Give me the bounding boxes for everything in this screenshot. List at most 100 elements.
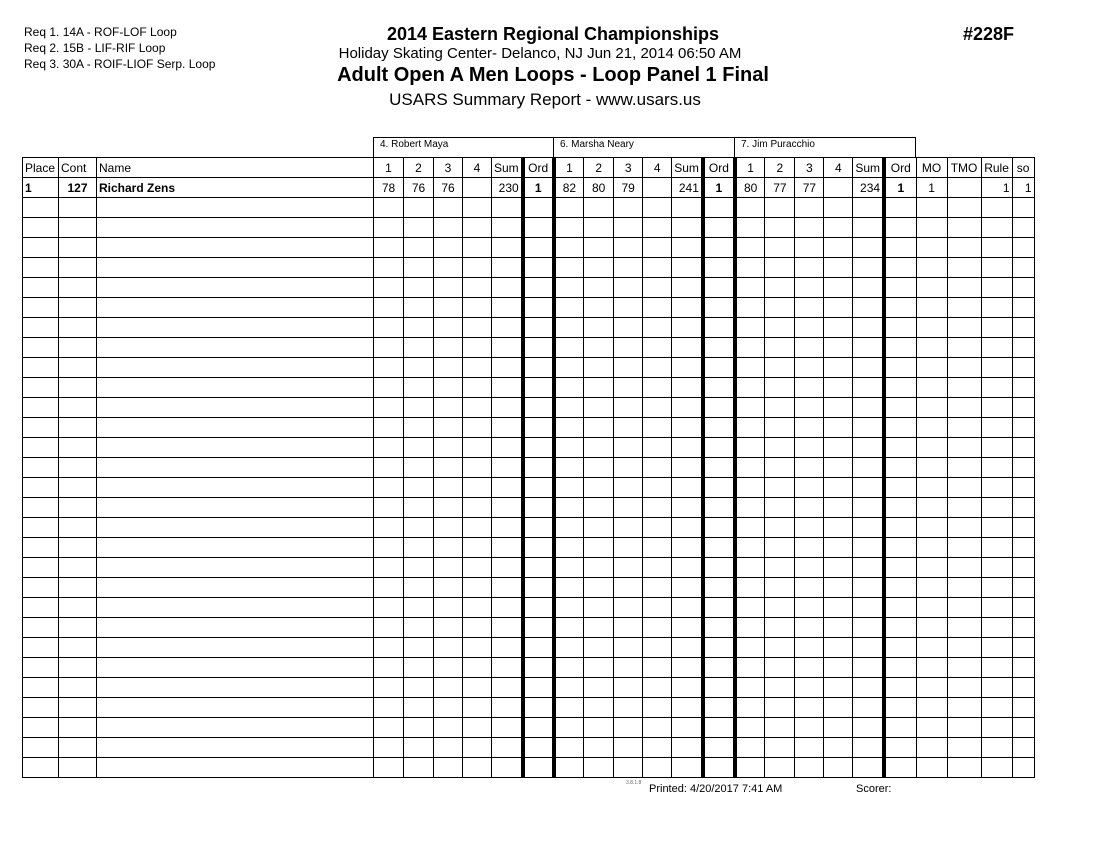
score-cell [613,377,644,398]
table-row [22,717,1035,738]
cont-cell [58,217,97,238]
table-row [22,457,1035,478]
score-cell [823,217,854,238]
mo-cell [915,417,948,438]
score-cell [823,397,854,418]
score-cell [823,577,854,598]
sum-cell [671,217,704,238]
table-row [22,537,1035,558]
score-cell [732,357,766,378]
ord-cell [520,757,555,778]
table-row [22,437,1035,458]
col-header-judge1-4: 4 [462,157,492,178]
score-cell [583,457,615,478]
score-cell [764,277,796,298]
score-cell [433,757,463,778]
so-cell [1011,677,1035,698]
ord-cell [882,437,917,458]
score-cell [613,557,644,578]
name-cell [96,317,374,338]
score-cell [732,677,766,698]
cont-cell [58,617,97,638]
mo-cell [915,257,948,278]
score-cell [433,737,463,758]
score-cell [373,717,404,738]
sum-cell [490,577,524,598]
score-cell [732,577,766,598]
score-cell [373,277,404,298]
score-cell [462,237,492,258]
score-cell [403,537,434,558]
table-row [22,557,1035,578]
score-cell [642,557,673,578]
name-cell [96,197,374,218]
sum-cell [852,277,885,298]
score-cell [642,477,673,498]
score-cell [551,337,585,358]
score-cell [583,297,615,318]
score-cell [642,717,673,738]
ord-cell [520,697,555,718]
score-cell [794,537,825,558]
ord-cell [882,677,917,698]
score-cell [794,497,825,518]
score-cell [403,697,434,718]
rule-cell [980,397,1013,418]
mo-cell [915,297,948,318]
score-cell [373,377,404,398]
ord-cell [700,297,736,318]
score-cell [433,717,463,738]
score-cell [794,397,825,418]
name-cell [96,477,374,498]
score-cell [583,697,615,718]
cont-cell [58,357,97,378]
score-cell [462,497,492,518]
score-cell [642,377,673,398]
table-row [22,617,1035,638]
cont-cell [58,737,97,758]
score-cell [583,497,615,518]
requirement-1: Req 1. 14A - ROF-LOF Loop [24,25,177,39]
score-cell [823,657,854,678]
place-cell [22,257,59,278]
name-cell [96,657,374,678]
score-cell [551,677,585,698]
score-cell [642,597,673,618]
score-cell [551,457,585,478]
ord-cell [520,277,555,298]
score-cell [583,597,615,618]
score-cell [823,197,854,218]
score-cell [462,697,492,718]
score-cell [551,437,585,458]
cont-cell [58,497,97,518]
cont-cell [58,337,97,358]
score-cell [403,217,434,238]
score-cell [403,597,434,618]
sum-cell [490,397,524,418]
score-cell [462,377,492,398]
place-cell [22,737,59,758]
score-cell [403,237,434,258]
sum-cell [490,757,524,778]
ord-cell [700,717,736,738]
score-cell [433,677,463,698]
score-cell [764,397,796,418]
so-cell [1011,297,1035,318]
score-cell [642,237,673,258]
score-cell [433,377,463,398]
so-cell [1011,657,1035,678]
table-row [22,757,1035,778]
score-cell [583,237,615,258]
sum-cell [671,257,704,278]
table-row [22,637,1035,658]
ord-cell [700,497,736,518]
ord-cell [882,317,917,338]
results-table: Place Cont Name 1 2 3 4 Sum Ord 1 2 3 4 Sum Ord 1 2 3 4 Sum… [22,157,1035,778]
rule-cell [980,197,1013,218]
score-cell [764,417,796,438]
ord-cell [520,657,555,678]
so-cell [1011,637,1035,658]
score-cell [551,697,585,718]
name-cell [96,757,374,778]
score-cell [583,737,615,758]
